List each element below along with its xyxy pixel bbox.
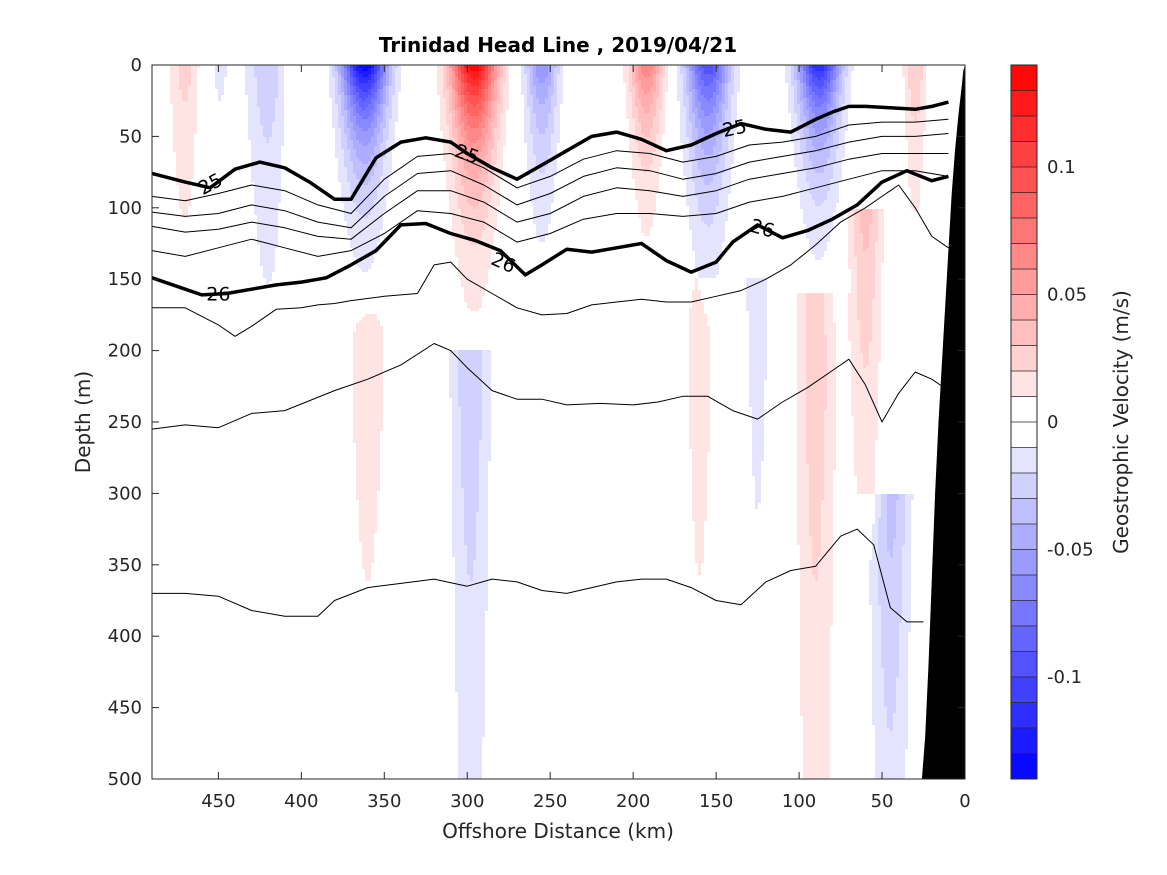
- svg-text:25: 25: [720, 116, 748, 143]
- y-tick-label: 300: [108, 483, 142, 504]
- colorbar-swatch: [1011, 192, 1037, 219]
- colorbar-swatch: [1011, 651, 1037, 678]
- colorbar-swatch: [1011, 167, 1037, 193]
- colorbar-swatch: [1011, 294, 1037, 321]
- colorbar-swatch: [1011, 728, 1037, 754]
- y-tick-label: 500: [108, 769, 142, 790]
- colorbar-swatch: [1011, 243, 1037, 270]
- colorbar-swatch: [1011, 116, 1037, 142]
- isopycnal-line-8: [152, 528, 924, 623]
- x-tick-label: 250: [533, 791, 567, 812]
- colorbar-swatch: [1011, 141, 1037, 168]
- colorbar-swatch: [1011, 345, 1037, 372]
- y-tick-label: 50: [119, 126, 142, 147]
- isopycnal-line-0: [152, 100, 949, 201]
- x-tick-label: 100: [782, 791, 816, 812]
- isopycnal-contours: [152, 100, 949, 623]
- colorbar-swatch: [1011, 422, 1037, 448]
- plot-area: [152, 65, 965, 779]
- bathymetry-fill: [921, 65, 965, 779]
- isopycnal-line-2: [152, 133, 949, 229]
- colorbar-swatch: [1011, 626, 1037, 652]
- colorbar-tick-label: 0.05: [1047, 285, 1087, 306]
- colorbar-swatch: [1011, 600, 1037, 627]
- contour-label-3: 26: [206, 284, 230, 306]
- x-tick-label: 350: [367, 791, 401, 812]
- y-tick-label: 250: [108, 412, 142, 433]
- colorbar-swatch: [1011, 371, 1037, 397]
- y-tick-label: 400: [108, 626, 142, 647]
- colorbar-swatch: [1011, 575, 1037, 601]
- colorbar-swatch: [1011, 65, 1037, 91]
- colorbar-swatch: [1011, 677, 1037, 703]
- isopycnal-line-7: [152, 343, 949, 430]
- colorbar-swatch: [1011, 269, 1037, 295]
- axes: 450 400 350 300 250 200 150 100 50 00501001502002…: [108, 55, 971, 812]
- colorbar-swatch: [1011, 549, 1037, 576]
- y-tick-label: 0: [131, 55, 142, 76]
- isopycnal-line-6: [152, 184, 949, 337]
- colorbar-swatch: [1011, 753, 1037, 780]
- x-axis-label: Offshore Distance (km): [442, 819, 674, 843]
- colorbar-frame: [1010, 64, 1038, 780]
- y-tick-label: 450: [108, 698, 142, 719]
- isopycnal-line-5: [152, 168, 949, 297]
- colorbar-swatch: [1011, 218, 1037, 244]
- isopycnal-line-1: [152, 118, 949, 214]
- colorbar-tick-label: -0.1: [1047, 667, 1082, 688]
- x-tick-label: 400: [284, 791, 318, 812]
- colorbar-swatch: [1011, 320, 1037, 346]
- velocity-field: [170, 65, 926, 779]
- x-tick-label: 300: [450, 791, 484, 812]
- colorbar-swatch: [1011, 702, 1037, 729]
- y-tick-label: 100: [108, 198, 142, 219]
- colorbar-swatch: [1011, 90, 1037, 117]
- colorbar-tick-label: 0: [1047, 412, 1058, 433]
- isopycnal-line-3: [152, 153, 949, 240]
- colorbar-swatch: [1011, 396, 1037, 423]
- y-axis-label: Depth (m): [71, 371, 95, 473]
- contour-label-2: 25: [720, 116, 748, 143]
- x-tick-label: 50: [871, 791, 894, 812]
- colorbar-swatch: [1011, 524, 1037, 550]
- colorbar-tick-label: 0.1: [1047, 157, 1076, 178]
- colorbar-label: Geostrophic Velocity (m/s): [1109, 290, 1133, 554]
- isopycnal-line-4: [152, 170, 949, 257]
- colorbar-swatch: [1011, 447, 1037, 474]
- colorbar-tick-label: -0.05: [1047, 540, 1094, 561]
- x-tick-label: 150: [699, 791, 733, 812]
- svg-text:26: 26: [206, 284, 230, 306]
- colorbar-swatch: [1011, 498, 1037, 525]
- y-tick-label: 350: [108, 555, 142, 576]
- colorbar-swatch: [1011, 473, 1037, 499]
- x-tick-label: 0: [959, 791, 970, 812]
- y-tick-label: 150: [108, 269, 142, 290]
- colorbar: 0.1 0.05 0 -0.05 -0.1: [1010, 64, 1094, 780]
- y-tick-label: 200: [108, 341, 142, 362]
- chart-title: Trinidad Head Line , 2019/04/21: [379, 33, 737, 57]
- x-tick-label: 450: [201, 791, 235, 812]
- x-tick-label: 200: [616, 791, 650, 812]
